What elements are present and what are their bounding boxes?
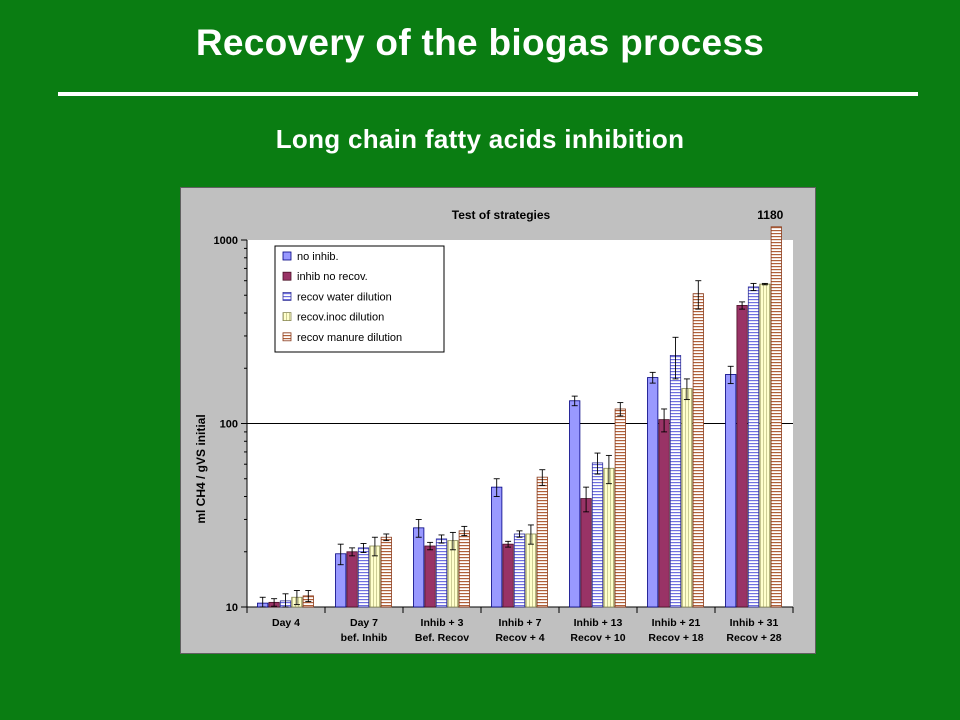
bar <box>669 355 682 608</box>
data-label: 1180 <box>757 208 783 222</box>
x-tick-label: Day 7 <box>350 617 378 629</box>
bar-chart: Test of strategies ml CH4 / gVS initial … <box>194 208 794 644</box>
x-tick-label: Inhib + 13 <box>574 617 623 629</box>
legend-box <box>274 245 445 353</box>
x-tick-label: Recov + 10 <box>570 632 625 644</box>
bar <box>647 377 659 608</box>
x-tick-label: bef. Inhib <box>341 632 388 644</box>
bar <box>491 486 503 608</box>
y-axis-label: ml CH4 / gVS initial <box>194 414 208 523</box>
slide-title: Recovery of the biogas process <box>195 22 765 63</box>
y-tick-label: 10 <box>226 602 238 614</box>
legend-swatch <box>282 271 292 281</box>
x-tick-label: Bef. Recov <box>415 632 469 644</box>
bar <box>435 538 448 608</box>
legend-swatch <box>282 292 292 301</box>
title-divider <box>58 92 918 96</box>
bar <box>513 533 526 608</box>
bar <box>380 536 392 608</box>
bar <box>614 408 626 608</box>
chart-legend: no inhib. inhib no recov. recov water dilu… <box>274 245 445 353</box>
bar <box>658 419 670 608</box>
bar <box>525 533 537 608</box>
bar <box>759 283 771 608</box>
legend-label: inhib no recov. <box>297 271 368 283</box>
bar <box>603 467 615 608</box>
legend-label: recov water dilution <box>297 291 392 303</box>
bar <box>580 498 592 608</box>
legend-label: recov.inoc dilution <box>297 312 384 324</box>
x-tick-label: Recov + 28 <box>726 632 781 644</box>
bar <box>747 286 760 608</box>
bar <box>447 540 459 608</box>
bar <box>770 226 782 608</box>
legend-label: no inhib. <box>297 251 339 263</box>
x-tick-label: Inhib + 7 <box>499 617 542 629</box>
x-tick-label: Inhib + 21 <box>652 617 701 629</box>
x-tick-label: Recov + 4 <box>495 632 544 644</box>
legend-swatch <box>282 251 292 261</box>
legend-swatch <box>282 312 292 321</box>
chart-title: Test of strategies <box>452 208 551 222</box>
y-tick-label: 1000 <box>214 235 238 247</box>
x-tick-label: Recov + 18 <box>648 632 703 644</box>
slide-subtitle: Long chain fatty acids inhibition <box>275 124 685 154</box>
bar <box>458 530 470 608</box>
bar <box>346 551 358 608</box>
bar <box>736 305 748 608</box>
bar <box>569 400 581 608</box>
legend-label: recov manure dilution <box>297 332 402 344</box>
x-tick-label: Day 4 <box>272 617 300 629</box>
bar <box>424 545 436 608</box>
bar <box>591 462 604 608</box>
x-tick-label: Inhib + 31 <box>730 617 779 629</box>
bar <box>413 527 425 608</box>
legend-swatch <box>282 332 292 342</box>
bar <box>357 547 370 608</box>
y-tick-label: 100 <box>220 419 238 431</box>
bar <box>536 476 548 608</box>
chart-panel: Test of strategies ml CH4 / gVS initial … <box>180 187 816 654</box>
bar <box>681 388 693 608</box>
x-tick-label: Inhib + 3 <box>421 617 464 629</box>
bar <box>692 293 704 608</box>
bar <box>725 374 737 608</box>
bar <box>502 543 514 608</box>
